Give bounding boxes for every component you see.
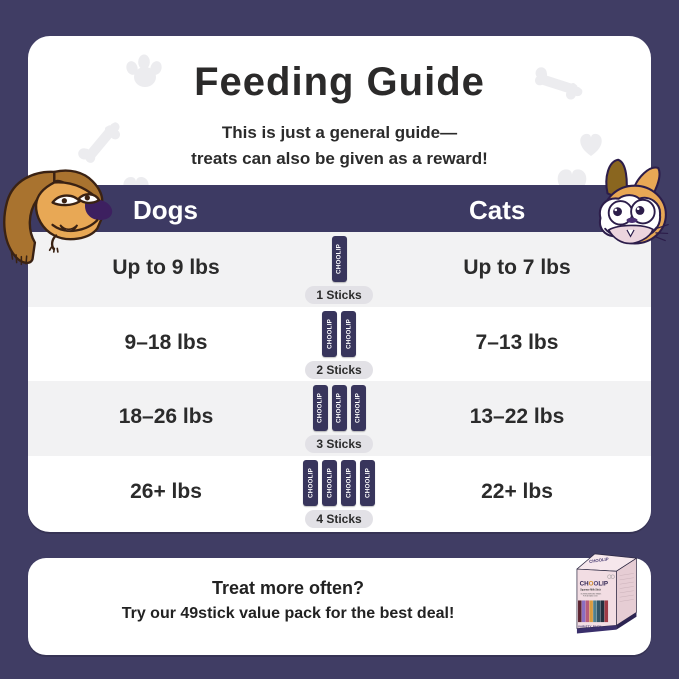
svg-text:VARIETY PACK: VARIETY PACK <box>578 625 602 629</box>
svg-text:CHOOLIP: CHOOLIP <box>580 580 608 587</box>
